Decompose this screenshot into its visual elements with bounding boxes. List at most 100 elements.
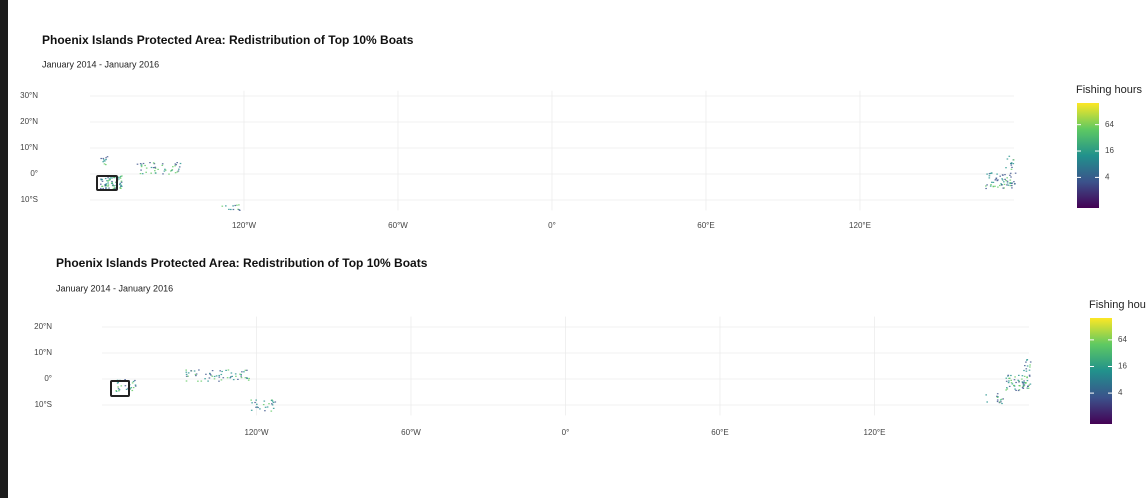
fishing-cell xyxy=(107,185,109,187)
fishing-cell xyxy=(145,167,148,169)
fishing-cell xyxy=(164,169,167,171)
fishing-cell xyxy=(117,381,119,383)
fishing-cell xyxy=(1017,389,1020,392)
fishing-cell xyxy=(100,187,102,190)
x-tick-label: 120°W xyxy=(232,221,257,230)
fishing-cell xyxy=(1023,380,1025,382)
fishing-cell xyxy=(996,180,999,182)
fishing-cell xyxy=(208,377,211,379)
fishing-cell xyxy=(120,185,122,187)
y-tick-label: 30°N xyxy=(20,91,38,100)
y-tick-label: 10°S xyxy=(21,195,38,204)
fishing-cell xyxy=(174,172,177,174)
fishing-cell xyxy=(171,169,173,172)
chart-subtitle: January 2014 - January 2016 xyxy=(56,283,173,293)
fishing-cell xyxy=(197,380,199,382)
fishing-cell xyxy=(1018,380,1020,382)
fishing-cell xyxy=(120,180,123,182)
fishing-cell xyxy=(1002,398,1004,400)
fishing-cell xyxy=(999,399,1002,401)
window-edge xyxy=(0,0,8,498)
fishing-cell xyxy=(244,377,247,379)
fishing-cell xyxy=(237,378,239,380)
y-tick-label: 0° xyxy=(44,374,52,383)
fishing-cell xyxy=(111,180,113,183)
fishing-cell xyxy=(131,389,134,392)
fishing-cell xyxy=(218,376,221,378)
fishing-cell xyxy=(105,159,107,161)
fishing-cell xyxy=(997,179,999,181)
fishing-cell xyxy=(1012,159,1015,161)
fishing-cell xyxy=(131,382,134,384)
fishing-cell xyxy=(1007,382,1010,384)
fishing-cell xyxy=(162,173,164,175)
fishing-cell xyxy=(117,388,120,390)
fishing-cell xyxy=(149,162,151,164)
fishing-cell xyxy=(247,379,250,381)
fishing-cell xyxy=(109,177,112,179)
protected-area-outline xyxy=(110,380,130,397)
fishing-cell xyxy=(1003,183,1006,185)
fishing-cell xyxy=(113,185,115,187)
fishing-cell xyxy=(268,403,270,405)
fishing-cell xyxy=(1025,370,1028,372)
y-tick-label: 10°N xyxy=(34,348,52,357)
fishing-cell xyxy=(240,377,243,379)
fishing-cell xyxy=(240,375,242,377)
fishing-cell xyxy=(142,162,145,165)
fishing-cell xyxy=(1005,180,1007,182)
fishing-cell xyxy=(1004,174,1006,176)
fishing-cell xyxy=(100,178,102,180)
fishing-cell xyxy=(139,163,142,165)
fishing-cell xyxy=(175,164,177,166)
fishing-cell xyxy=(118,389,121,391)
fishing-cell xyxy=(1021,375,1024,377)
fishing-cell xyxy=(111,182,114,185)
x-tick-label: 0° xyxy=(562,428,570,437)
fishing-cell xyxy=(104,177,107,180)
fishing-cell xyxy=(107,177,109,179)
fishing-cell xyxy=(989,172,992,174)
fishing-cell xyxy=(101,185,104,187)
fishing-cell xyxy=(218,374,220,377)
fishing-cell xyxy=(999,401,1001,403)
fishing-cell xyxy=(1029,366,1031,368)
y-tick-label: 20°N xyxy=(34,322,52,331)
fishing-cell xyxy=(1010,162,1013,164)
fishing-cell xyxy=(229,377,231,379)
fishing-cell xyxy=(1025,361,1027,363)
fishing-cell xyxy=(1029,383,1032,385)
fishing-cell xyxy=(1028,374,1031,376)
fishing-cell xyxy=(225,369,227,371)
fishing-cell xyxy=(100,157,102,160)
fishing-cell xyxy=(115,390,118,392)
fishing-cell xyxy=(1010,382,1013,384)
fishing-cell xyxy=(219,370,221,372)
fishing-cell xyxy=(1018,374,1020,376)
fishing-cell xyxy=(239,373,241,375)
fishing-cell xyxy=(115,390,117,392)
fishing-cell xyxy=(1005,389,1007,391)
fishing-cell xyxy=(1023,369,1025,372)
color-bar xyxy=(1090,318,1112,424)
fishing-cell xyxy=(262,404,265,406)
fishing-cell xyxy=(1007,184,1010,186)
fishing-cell xyxy=(161,164,164,166)
fishing-cell xyxy=(1026,359,1028,361)
fishing-cell xyxy=(171,169,174,171)
chart-title: Phoenix Islands Protected Area: Redistri… xyxy=(42,33,414,47)
fishing-cell xyxy=(1027,387,1030,389)
fishing-cell xyxy=(999,184,1001,187)
fishing-cell xyxy=(996,395,998,397)
fishing-cell xyxy=(237,208,239,210)
fishing-cell xyxy=(130,387,132,389)
fishing-cell xyxy=(125,388,128,390)
fishing-cell xyxy=(1028,384,1030,386)
fishing-cell xyxy=(119,183,121,186)
fishing-cell xyxy=(996,396,999,398)
fishing-cell xyxy=(101,180,104,182)
fishing-cell xyxy=(240,373,242,376)
fishing-cell xyxy=(129,388,131,390)
fishing-cell xyxy=(1007,374,1010,376)
fishing-cell xyxy=(270,410,273,412)
